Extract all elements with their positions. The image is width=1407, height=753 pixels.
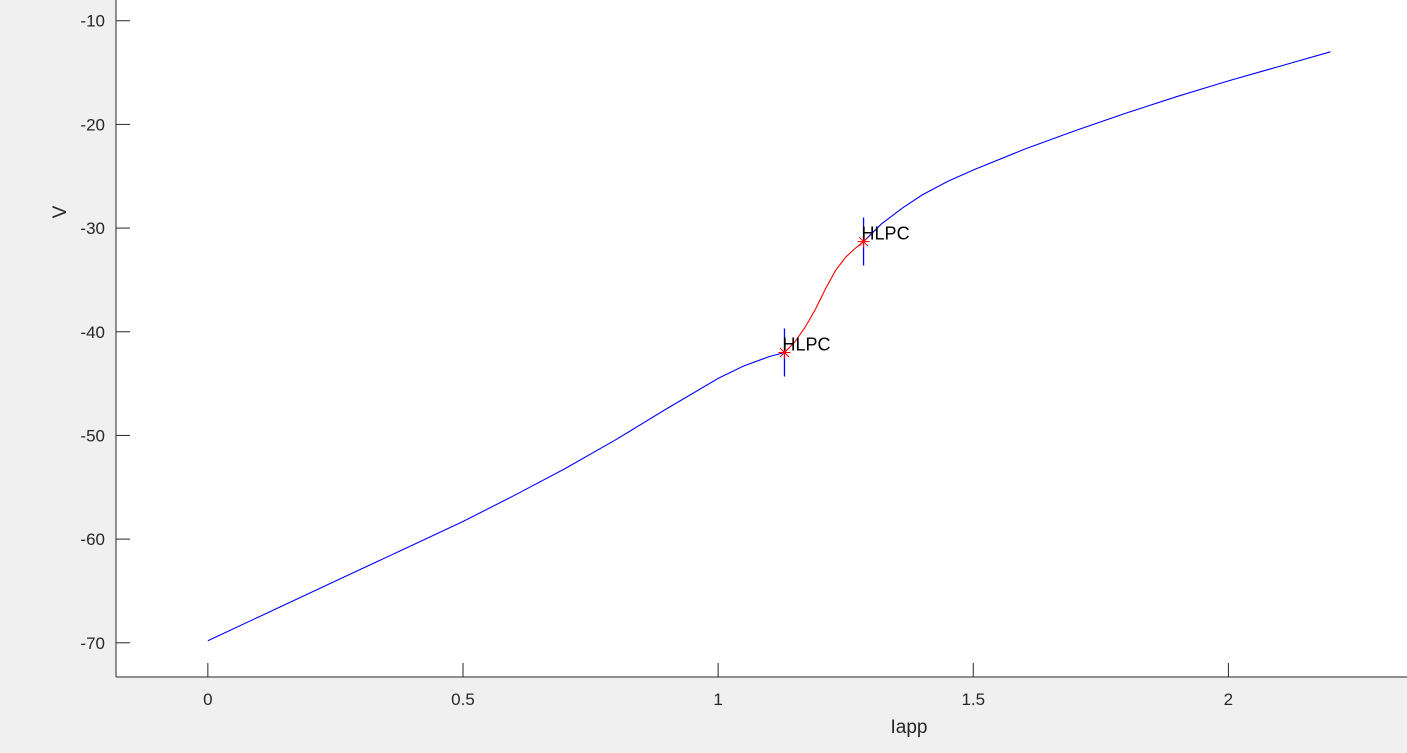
x-tick-label: 2 — [1224, 690, 1233, 709]
x-tick-label: 1.5 — [961, 690, 985, 709]
bifurcation-label-1: H — [782, 335, 795, 355]
plot-curves — [207, 51, 1331, 642]
bifurcation-marker-2 — [778, 346, 791, 359]
bifurcation-label-2: LPC — [795, 335, 830, 355]
x-axis-label: Iapp — [891, 717, 928, 738]
bifurcation-label-3: H — [862, 224, 875, 244]
series-line-1 — [207, 351, 785, 642]
bifurcation-marker-4 — [857, 235, 870, 248]
x-tick-label: 1 — [713, 690, 722, 709]
bifurcation-label-4: LPC — [875, 224, 910, 244]
y-axis-label: V — [50, 205, 71, 218]
y-tick-label: -40 — [80, 323, 105, 342]
x-tick-label: 0.5 — [451, 690, 475, 709]
y-tick-label: -30 — [80, 219, 105, 238]
x-tick-label: 0 — [203, 690, 212, 709]
y-tick-label: -70 — [80, 634, 105, 653]
y-tick-label: -10 — [80, 12, 105, 31]
y-tick-label: -20 — [80, 115, 105, 134]
series-line-3 — [863, 51, 1331, 242]
x-ticks: 0 0.5 1 1.5 2 — [203, 663, 1233, 709]
y-tick-label: -50 — [80, 426, 105, 445]
series-line-2 — [784, 241, 864, 353]
y-ticks: -70 -60 -50 -40 -30 -20 -10 — [80, 12, 130, 653]
axes-background — [116, 0, 1407, 677]
y-tick-label: -60 — [80, 530, 105, 549]
